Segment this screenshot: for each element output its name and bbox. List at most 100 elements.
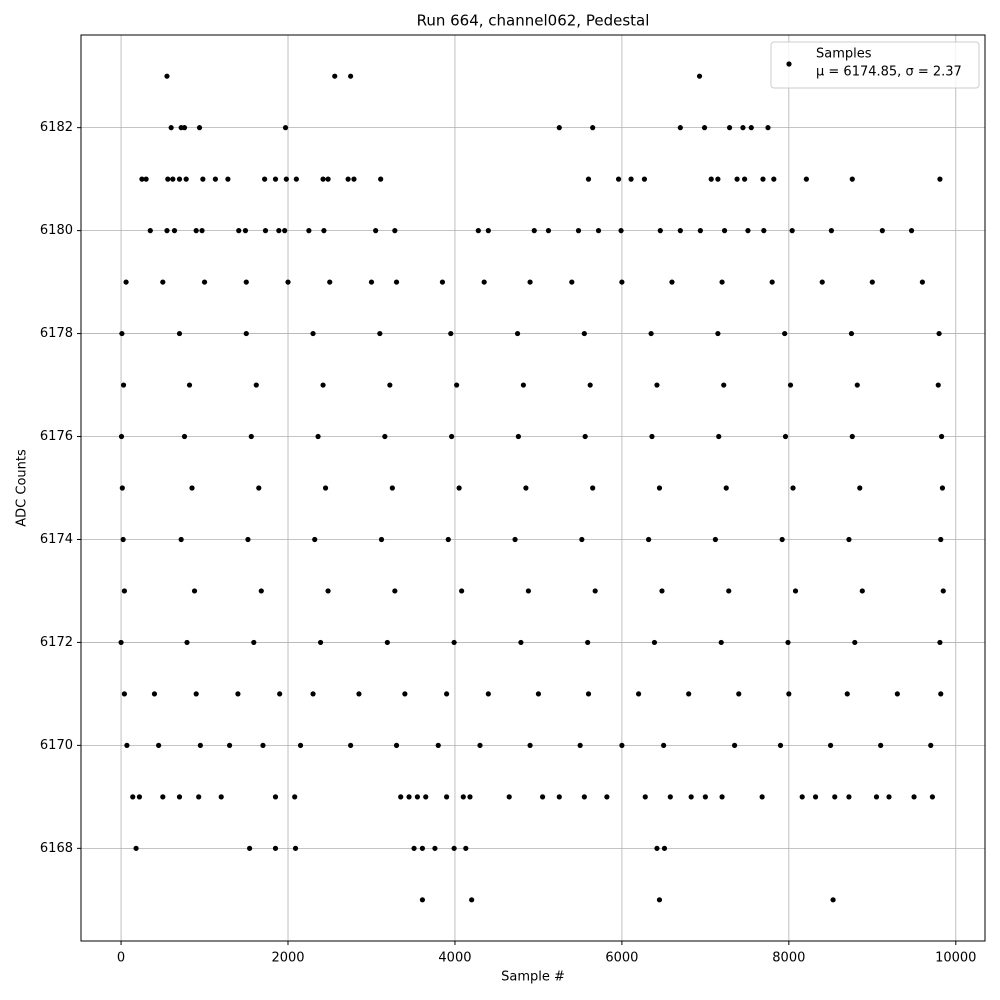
point [569,279,575,285]
point [218,794,224,800]
point [297,742,304,748]
point [348,73,354,79]
point [748,125,754,131]
point [226,742,233,748]
point [667,794,673,800]
point [854,382,860,388]
point [911,794,917,800]
point [937,176,943,182]
point [697,228,703,234]
point [156,742,162,748]
y-axis-label: ADC Counts [15,449,30,527]
point [736,691,742,697]
point [320,382,326,388]
point [777,742,784,748]
point [716,433,722,440]
point [235,691,241,697]
point [531,228,537,234]
point [164,73,170,79]
point [419,897,425,903]
point [373,228,379,234]
point [277,691,283,697]
point [527,742,533,748]
point [121,691,128,697]
point [351,176,357,182]
point [325,176,331,182]
point [485,691,491,697]
point [721,382,727,388]
point [792,588,799,594]
point [139,176,145,182]
point [765,125,771,131]
y-tick-label: 6180 [40,223,73,238]
point [454,382,460,388]
point [118,433,125,440]
point [402,691,408,697]
point [648,330,654,337]
point [523,485,529,491]
point [657,228,663,234]
point [171,228,178,234]
point [577,742,583,748]
point [939,485,946,491]
chart-title: Run 664, channel062, Pedestal [417,12,650,30]
y-tick-label: 6172 [40,635,73,650]
x-tick-label: 10000 [935,951,976,966]
point [242,228,249,234]
x-tick-label: 2000 [271,951,304,966]
point [398,794,404,800]
point [178,536,184,543]
point [243,279,249,285]
point [143,176,149,182]
point [212,176,218,182]
point [535,691,542,697]
point [846,536,852,543]
point [785,639,791,646]
point [782,433,789,440]
point [878,742,884,748]
point [677,125,683,131]
point [485,228,491,234]
point [272,794,279,800]
point [181,125,188,131]
point [196,125,203,131]
point [130,794,136,800]
point [819,279,825,285]
point [160,794,166,800]
point [761,228,767,234]
point [119,485,125,491]
point [164,228,170,234]
point [123,279,129,285]
point [348,742,354,748]
point [225,176,231,182]
point [789,228,795,234]
point [539,794,546,800]
point [520,382,527,388]
point [595,228,602,234]
x-tick-label: 0 [117,951,125,966]
point [938,536,944,543]
point [460,794,466,800]
point [444,691,450,697]
point [118,639,124,646]
point [165,176,171,182]
point [929,794,936,800]
point [176,794,183,800]
point [258,588,264,594]
point [873,794,880,800]
point [581,794,587,800]
point [120,536,126,543]
point [245,536,251,543]
point [869,279,875,285]
point [282,125,289,131]
point [938,691,944,697]
point [160,279,166,285]
point [449,433,455,440]
point [779,536,785,543]
point [200,176,206,182]
point [283,176,289,182]
point [451,639,457,646]
point [740,125,746,131]
point [262,228,269,234]
